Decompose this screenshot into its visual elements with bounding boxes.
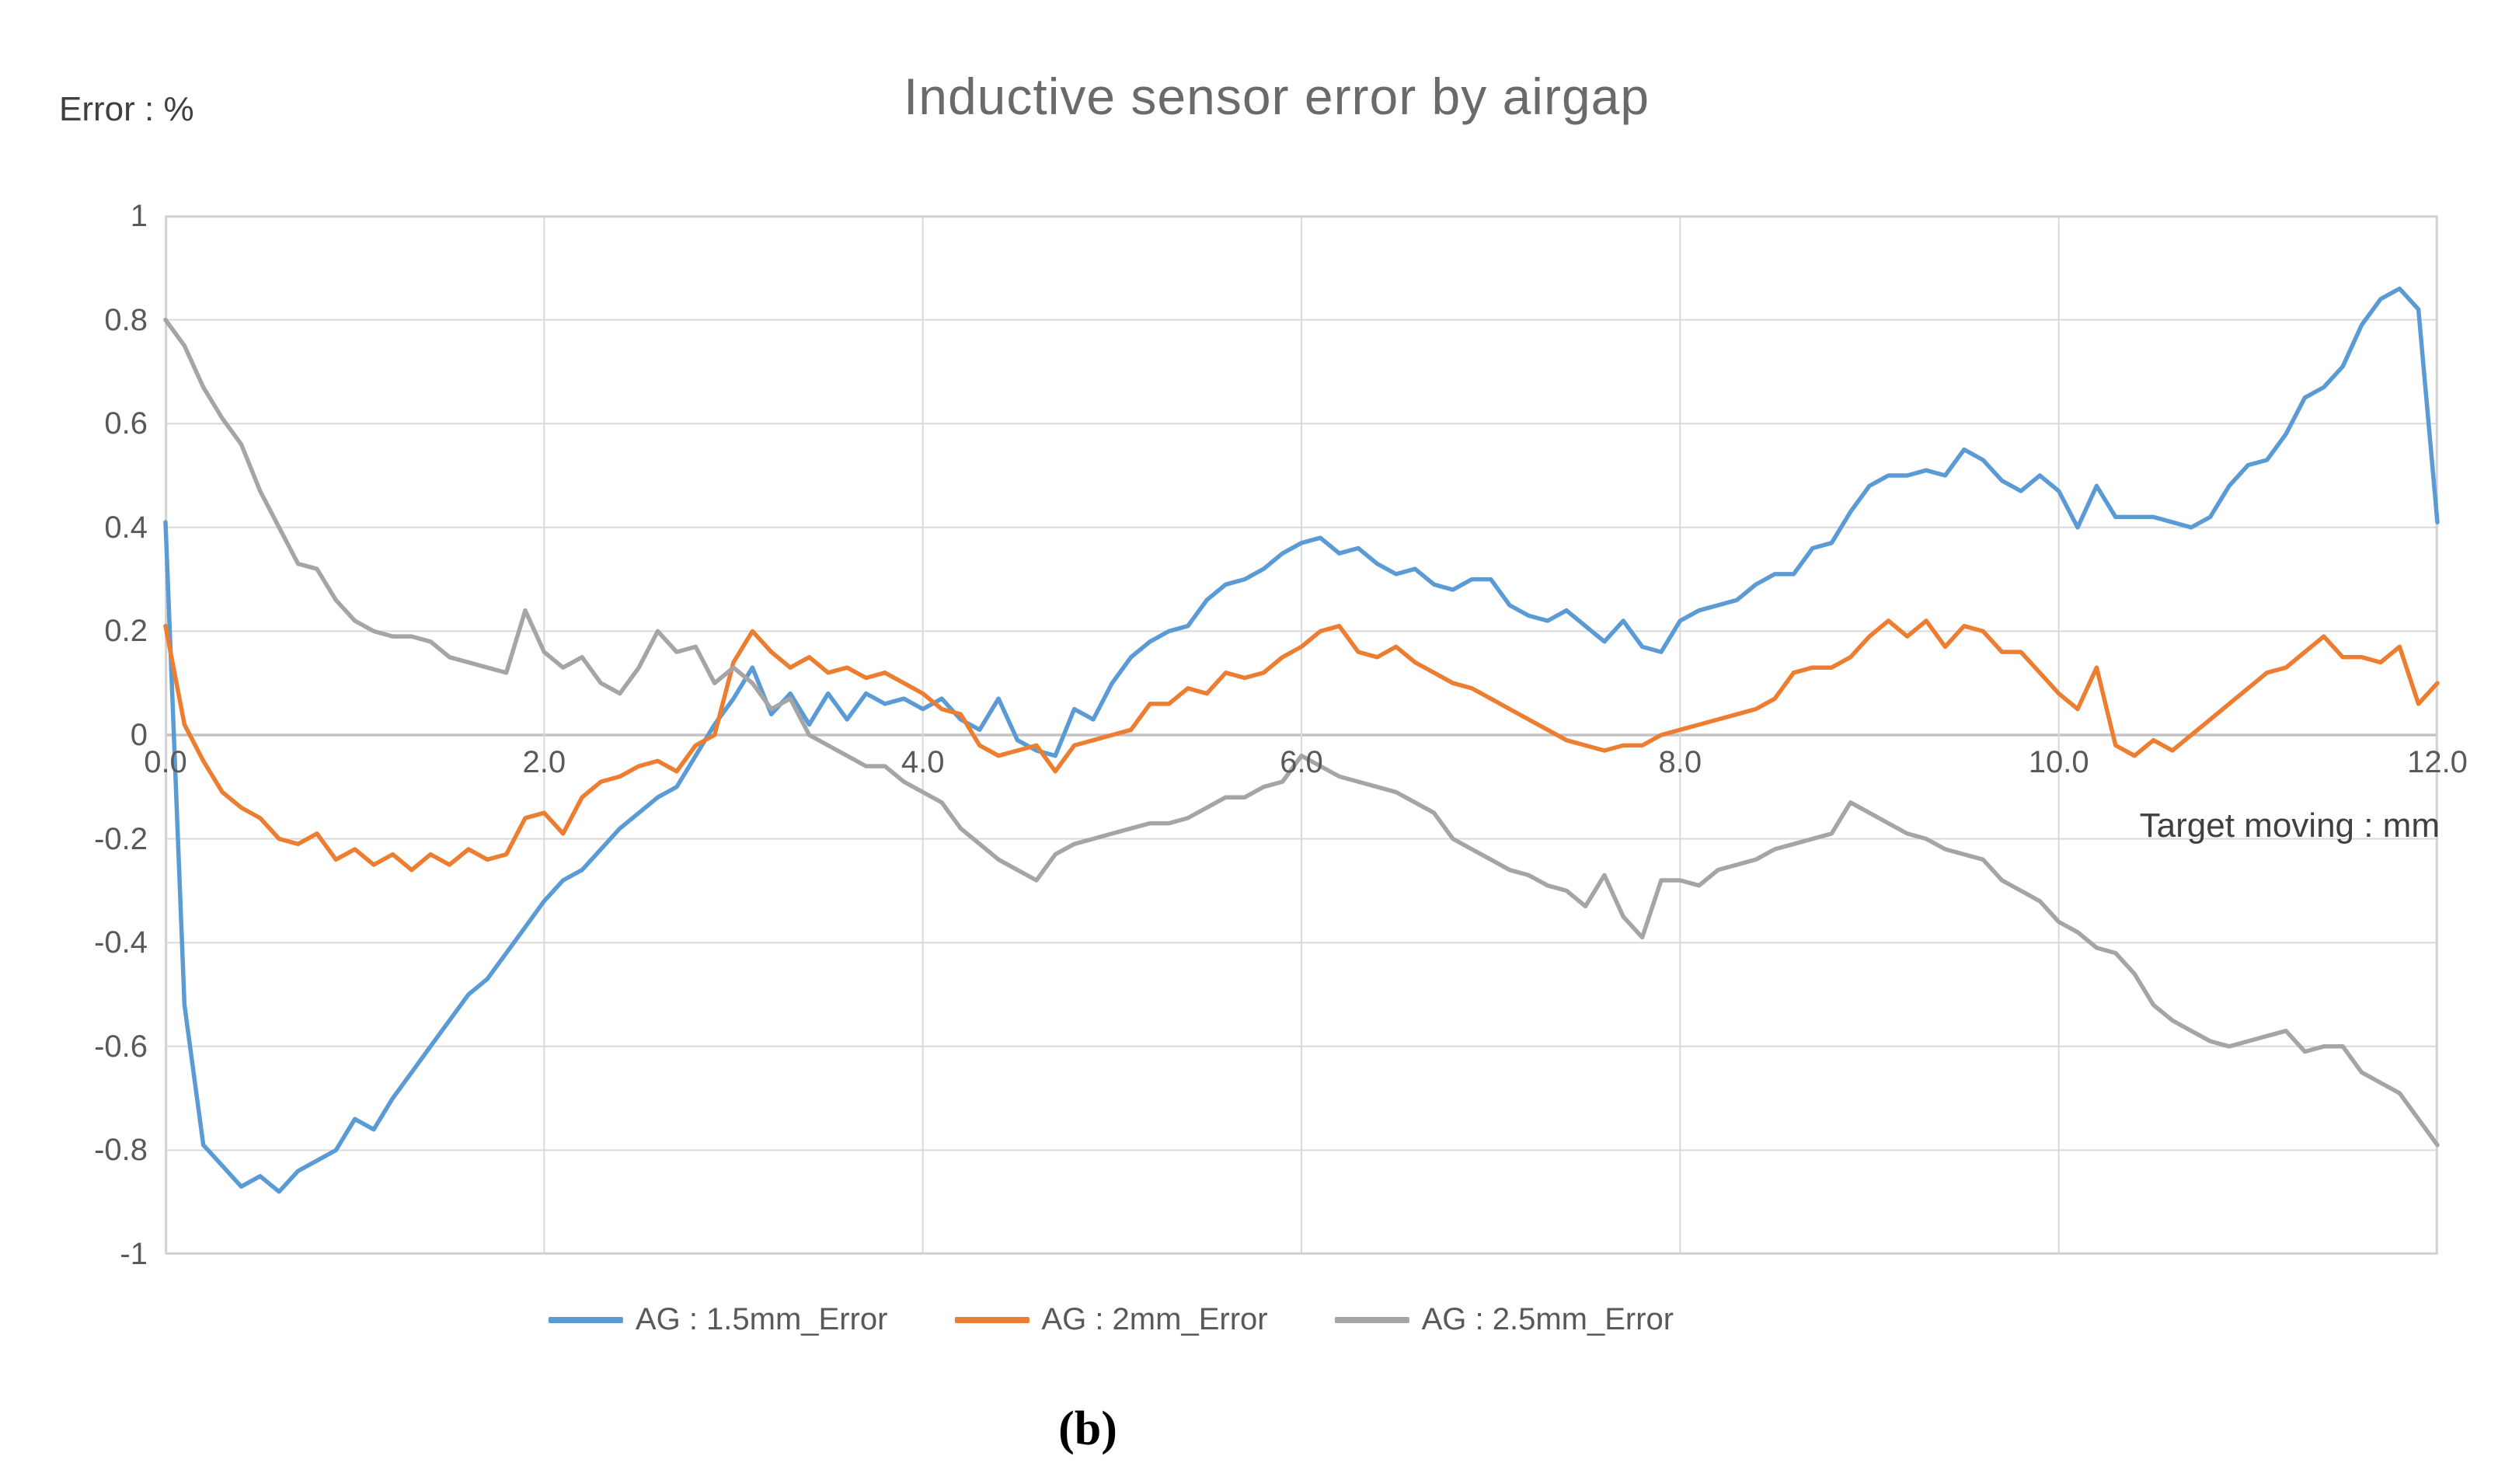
y-tick-label: -0.8 (94, 1133, 148, 1168)
chart-title: Inductive sensor error by airgap (903, 68, 1650, 125)
legend-line-swatch-gray (1334, 1316, 1409, 1323)
y-tick-label: -1 (120, 1237, 148, 1271)
y-tick-label: 1 (130, 199, 148, 233)
x-tick-label: 8.0 (1658, 745, 1702, 779)
legend-item-ag-2mm: AG : 2mm_Error (954, 1302, 1268, 1337)
y-tick-label: 0.6 (104, 406, 148, 441)
x-axis-title: Target moving : mm (2139, 806, 2440, 845)
legend-line-swatch-orange (954, 1316, 1030, 1323)
subfigure-caption: (b) (1058, 1402, 1117, 1455)
data-series-lines (163, 286, 2440, 1194)
legend-label: AG : 2mm_Error (1041, 1302, 1268, 1336)
series-line-AG : 2.5mm_Error (163, 317, 2440, 1148)
legend-line-swatch-blue (548, 1316, 623, 1323)
gridlines (165, 215, 2438, 1255)
x-tick-label: 4.0 (901, 745, 945, 779)
y-tick-label: 0.4 (104, 510, 148, 545)
legend-item-ag-2-5mm: AG : 2.5mm_Error (1334, 1302, 1674, 1337)
plot-area (163, 215, 2440, 1255)
x-tick-label: 10.0 (2028, 745, 2089, 779)
y-tick-label: -0.4 (94, 925, 148, 960)
series-line-AG : 2mm_Error (163, 618, 2440, 873)
y-axis-title: Error : % (59, 90, 194, 128)
x-tick-label: 0.0 (144, 745, 187, 779)
legend-label: AG : 1.5mm_Error (635, 1302, 888, 1336)
legend: AG : 1.5mm_Error AG : 2mm_Error AG : 2.5… (548, 1302, 1674, 1337)
legend-item-ag-1-5mm: AG : 1.5mm_Error (548, 1302, 888, 1337)
y-tick-label: -0.6 (94, 1029, 148, 1064)
series-line-AG : 1.5mm_Error (163, 286, 2440, 1194)
x-tick-label: 2.0 (522, 745, 566, 779)
y-tick-label: 0.8 (104, 302, 148, 337)
x-tick-label: 12.0 (2407, 745, 2468, 779)
chart-canvas (163, 215, 2440, 1255)
y-tick-label: -0.2 (94, 821, 148, 856)
legend-label: AG : 2.5mm_Error (1421, 1302, 1674, 1336)
y-tick-label: 0 (130, 718, 148, 752)
x-tick-label: 6.0 (1280, 745, 1323, 779)
y-tick-label: 0.2 (104, 614, 148, 649)
